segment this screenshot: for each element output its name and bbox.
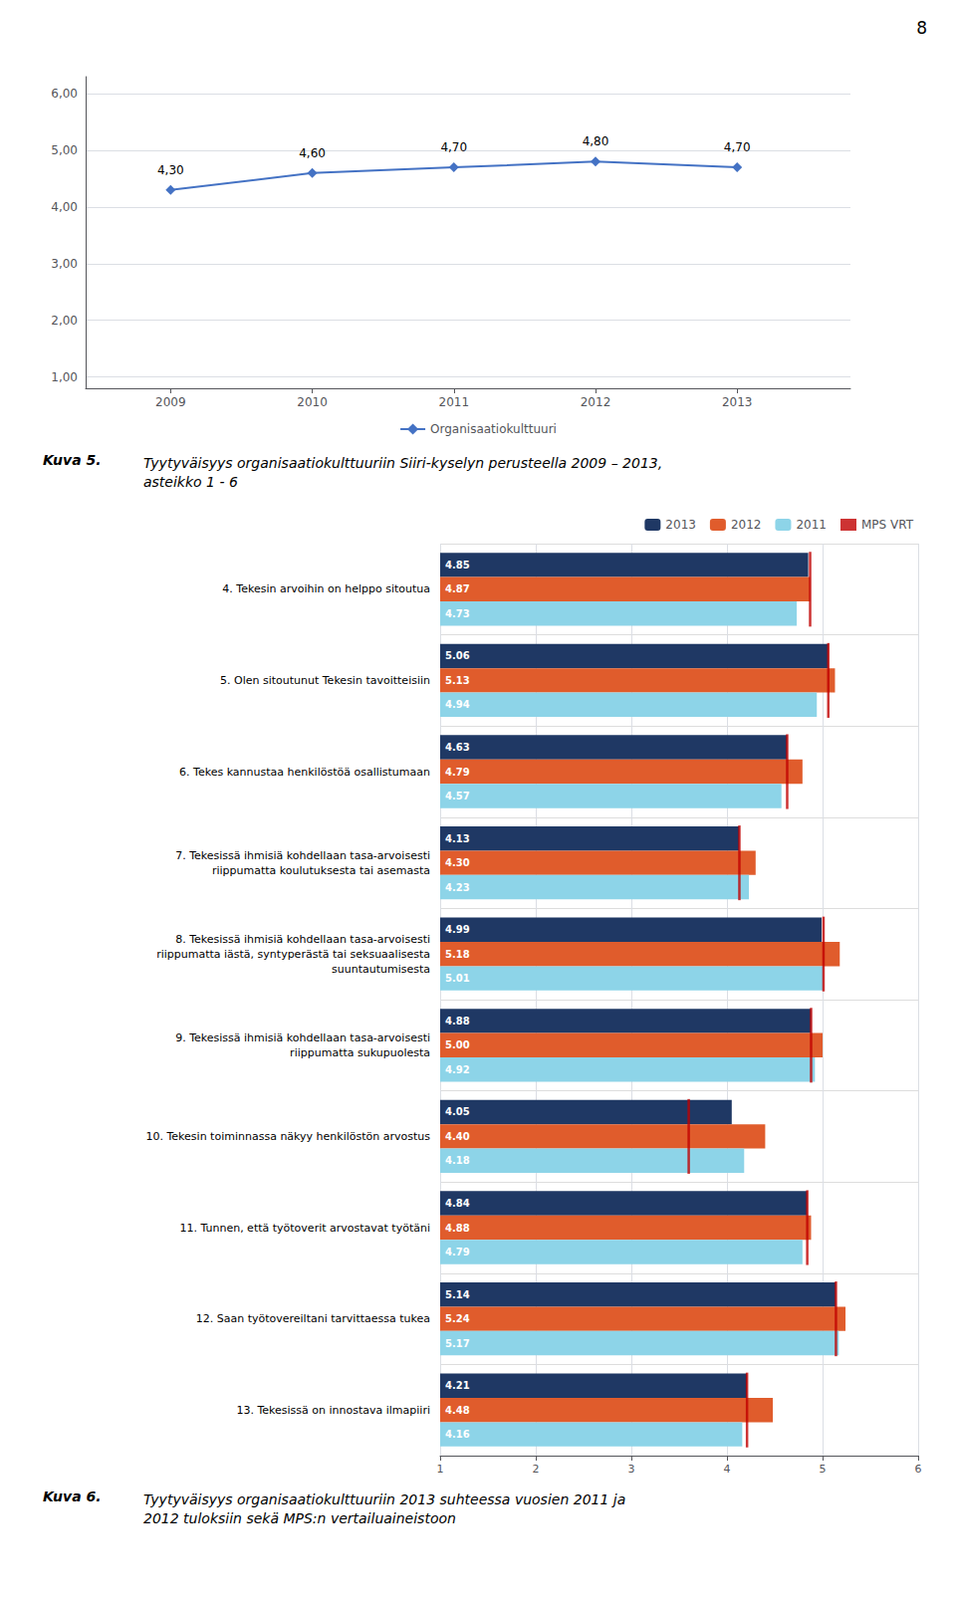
svg-text:3: 3 [628,1462,636,1476]
svg-text:8: 8 [916,17,928,38]
svg-text:5.00: 5.00 [445,1039,471,1051]
svg-text:4.85: 4.85 [445,559,471,571]
svg-text:3,00: 3,00 [50,256,78,271]
svg-text:4.57: 4.57 [445,790,471,802]
svg-text:4.84: 4.84 [445,1197,471,1209]
svg-text:4: 4 [723,1462,731,1476]
svg-text:4.73: 4.73 [445,608,471,620]
svg-text:4. Tekesin arvoihin on helppo: 4. Tekesin arvoihin on helppo sitoutua [222,582,431,596]
svg-text:Tyytyväisyys organisaatiokultt: Tyytyväisyys organisaatiokulttuuriin Sii… [143,455,663,472]
svg-text:Kuva 6.: Kuva 6. [42,1488,102,1505]
svg-text:5.13: 5.13 [445,675,471,687]
svg-text:6. Tekes kannustaa henkilöstöä: 6. Tekes kannustaa henkilöstöä osallistu… [179,765,431,779]
svg-text:Kuva 5.: Kuva 5. [42,452,102,469]
svg-text:2013: 2013 [721,395,753,410]
svg-text:6,00: 6,00 [50,86,78,101]
svg-text:1,00: 1,00 [50,370,78,385]
svg-text:4.48: 4.48 [445,1405,471,1417]
svg-text:4.92: 4.92 [445,1064,471,1076]
svg-text:5.18: 5.18 [445,949,471,960]
svg-text:MPS VRT: MPS VRT [861,517,915,532]
svg-text:asteikko 1 - 6: asteikko 1 - 6 [143,474,239,490]
svg-text:5.01: 5.01 [445,972,471,984]
svg-text:9. Tekesissä ihmisiä kohdellaa: 9. Tekesissä ihmisiä kohdellaan tasa-arv… [175,1031,431,1045]
svg-text:2009: 2009 [155,395,187,410]
svg-text:4.87: 4.87 [445,583,471,595]
svg-text:5.24: 5.24 [445,1313,471,1325]
svg-text:Tyytyväisyys organisaatiokultt: Tyytyväisyys organisaatiokulttuuriin 201… [143,1491,626,1508]
svg-text:4,70: 4,70 [723,140,751,155]
svg-text:5.06: 5.06 [445,650,471,662]
svg-text:4.16: 4.16 [445,1429,471,1440]
svg-text:5. Olen sitoutunut Tekesin tav: 5. Olen sitoutunut Tekesin tavoitteisiin [220,674,431,688]
svg-text:4.13: 4.13 [445,833,471,845]
svg-text:5,00: 5,00 [50,143,78,158]
svg-text:4,80: 4,80 [582,134,610,149]
svg-text:10. Tekesin toiminnassa näkyy: 10. Tekesin toiminnassa näkyy henkilöstö… [146,1130,432,1144]
svg-text:12. Saan työtovereiltani tarvi: 12. Saan työtovereiltani tarvittaessa tu… [196,1312,431,1326]
svg-text:1: 1 [437,1462,445,1476]
svg-text:4.94: 4.94 [445,699,471,711]
svg-text:5.14: 5.14 [445,1289,471,1301]
svg-text:2011: 2011 [795,517,827,532]
svg-text:4.63: 4.63 [445,741,471,753]
svg-text:4.05: 4.05 [445,1106,471,1118]
svg-text:5: 5 [819,1462,827,1476]
svg-text:6: 6 [915,1462,923,1476]
svg-text:4,30: 4,30 [157,163,185,178]
svg-text:2013: 2013 [665,517,697,532]
svg-text:riippumatta iästä, syntyperäst: riippumatta iästä, syntyperästä tai seks… [156,948,431,961]
svg-text:4,00: 4,00 [50,200,78,215]
svg-text:8. Tekesissä ihmisiä kohdellaa: 8. Tekesissä ihmisiä kohdellaan tasa-arv… [175,933,431,947]
svg-text:4.88: 4.88 [445,1015,471,1027]
svg-text:riippumatta koulutuksesta tai: riippumatta koulutuksesta tai asemasta [212,864,431,878]
svg-text:4.79: 4.79 [445,1246,471,1258]
svg-text:2012: 2012 [580,395,612,410]
svg-text:7. Tekesissä ihmisiä kohdellaa: 7. Tekesissä ihmisiä kohdellaan tasa-arv… [175,849,431,863]
svg-text:13. Tekesissä on innostava ilm: 13. Tekesissä on innostava ilmapiiri [236,1404,431,1418]
svg-text:4.79: 4.79 [445,766,471,778]
svg-text:Organisaatiokulttuuri: Organisaatiokulttuuri [430,422,557,437]
svg-text:2012 tuloksiin sekä MPS:n vert: 2012 tuloksiin sekä MPS:n vertailuaineis… [143,1510,457,1527]
svg-text:4.99: 4.99 [445,924,471,936]
svg-text:4.21: 4.21 [445,1380,471,1392]
svg-text:4.23: 4.23 [445,882,471,894]
svg-text:2011: 2011 [439,395,471,410]
svg-text:4,60: 4,60 [298,146,326,161]
svg-text:2: 2 [532,1462,540,1476]
svg-text:4.88: 4.88 [445,1222,471,1234]
svg-text:4.18: 4.18 [445,1155,471,1167]
svg-text:4.40: 4.40 [445,1131,471,1143]
svg-text:2010: 2010 [296,395,328,410]
svg-text:2012: 2012 [730,517,762,532]
svg-text:5.17: 5.17 [445,1338,471,1350]
svg-text:11. Tunnen, että työtoverit ar: 11. Tunnen, että työtoverit arvostavat t… [179,1221,431,1235]
svg-text:riippumatta sukupuolesta: riippumatta sukupuolesta [289,1046,431,1060]
svg-text:4.30: 4.30 [445,857,471,869]
svg-text:4,70: 4,70 [440,140,468,155]
svg-text:2,00: 2,00 [50,313,78,328]
svg-text:suuntautumisesta: suuntautumisesta [331,962,431,976]
